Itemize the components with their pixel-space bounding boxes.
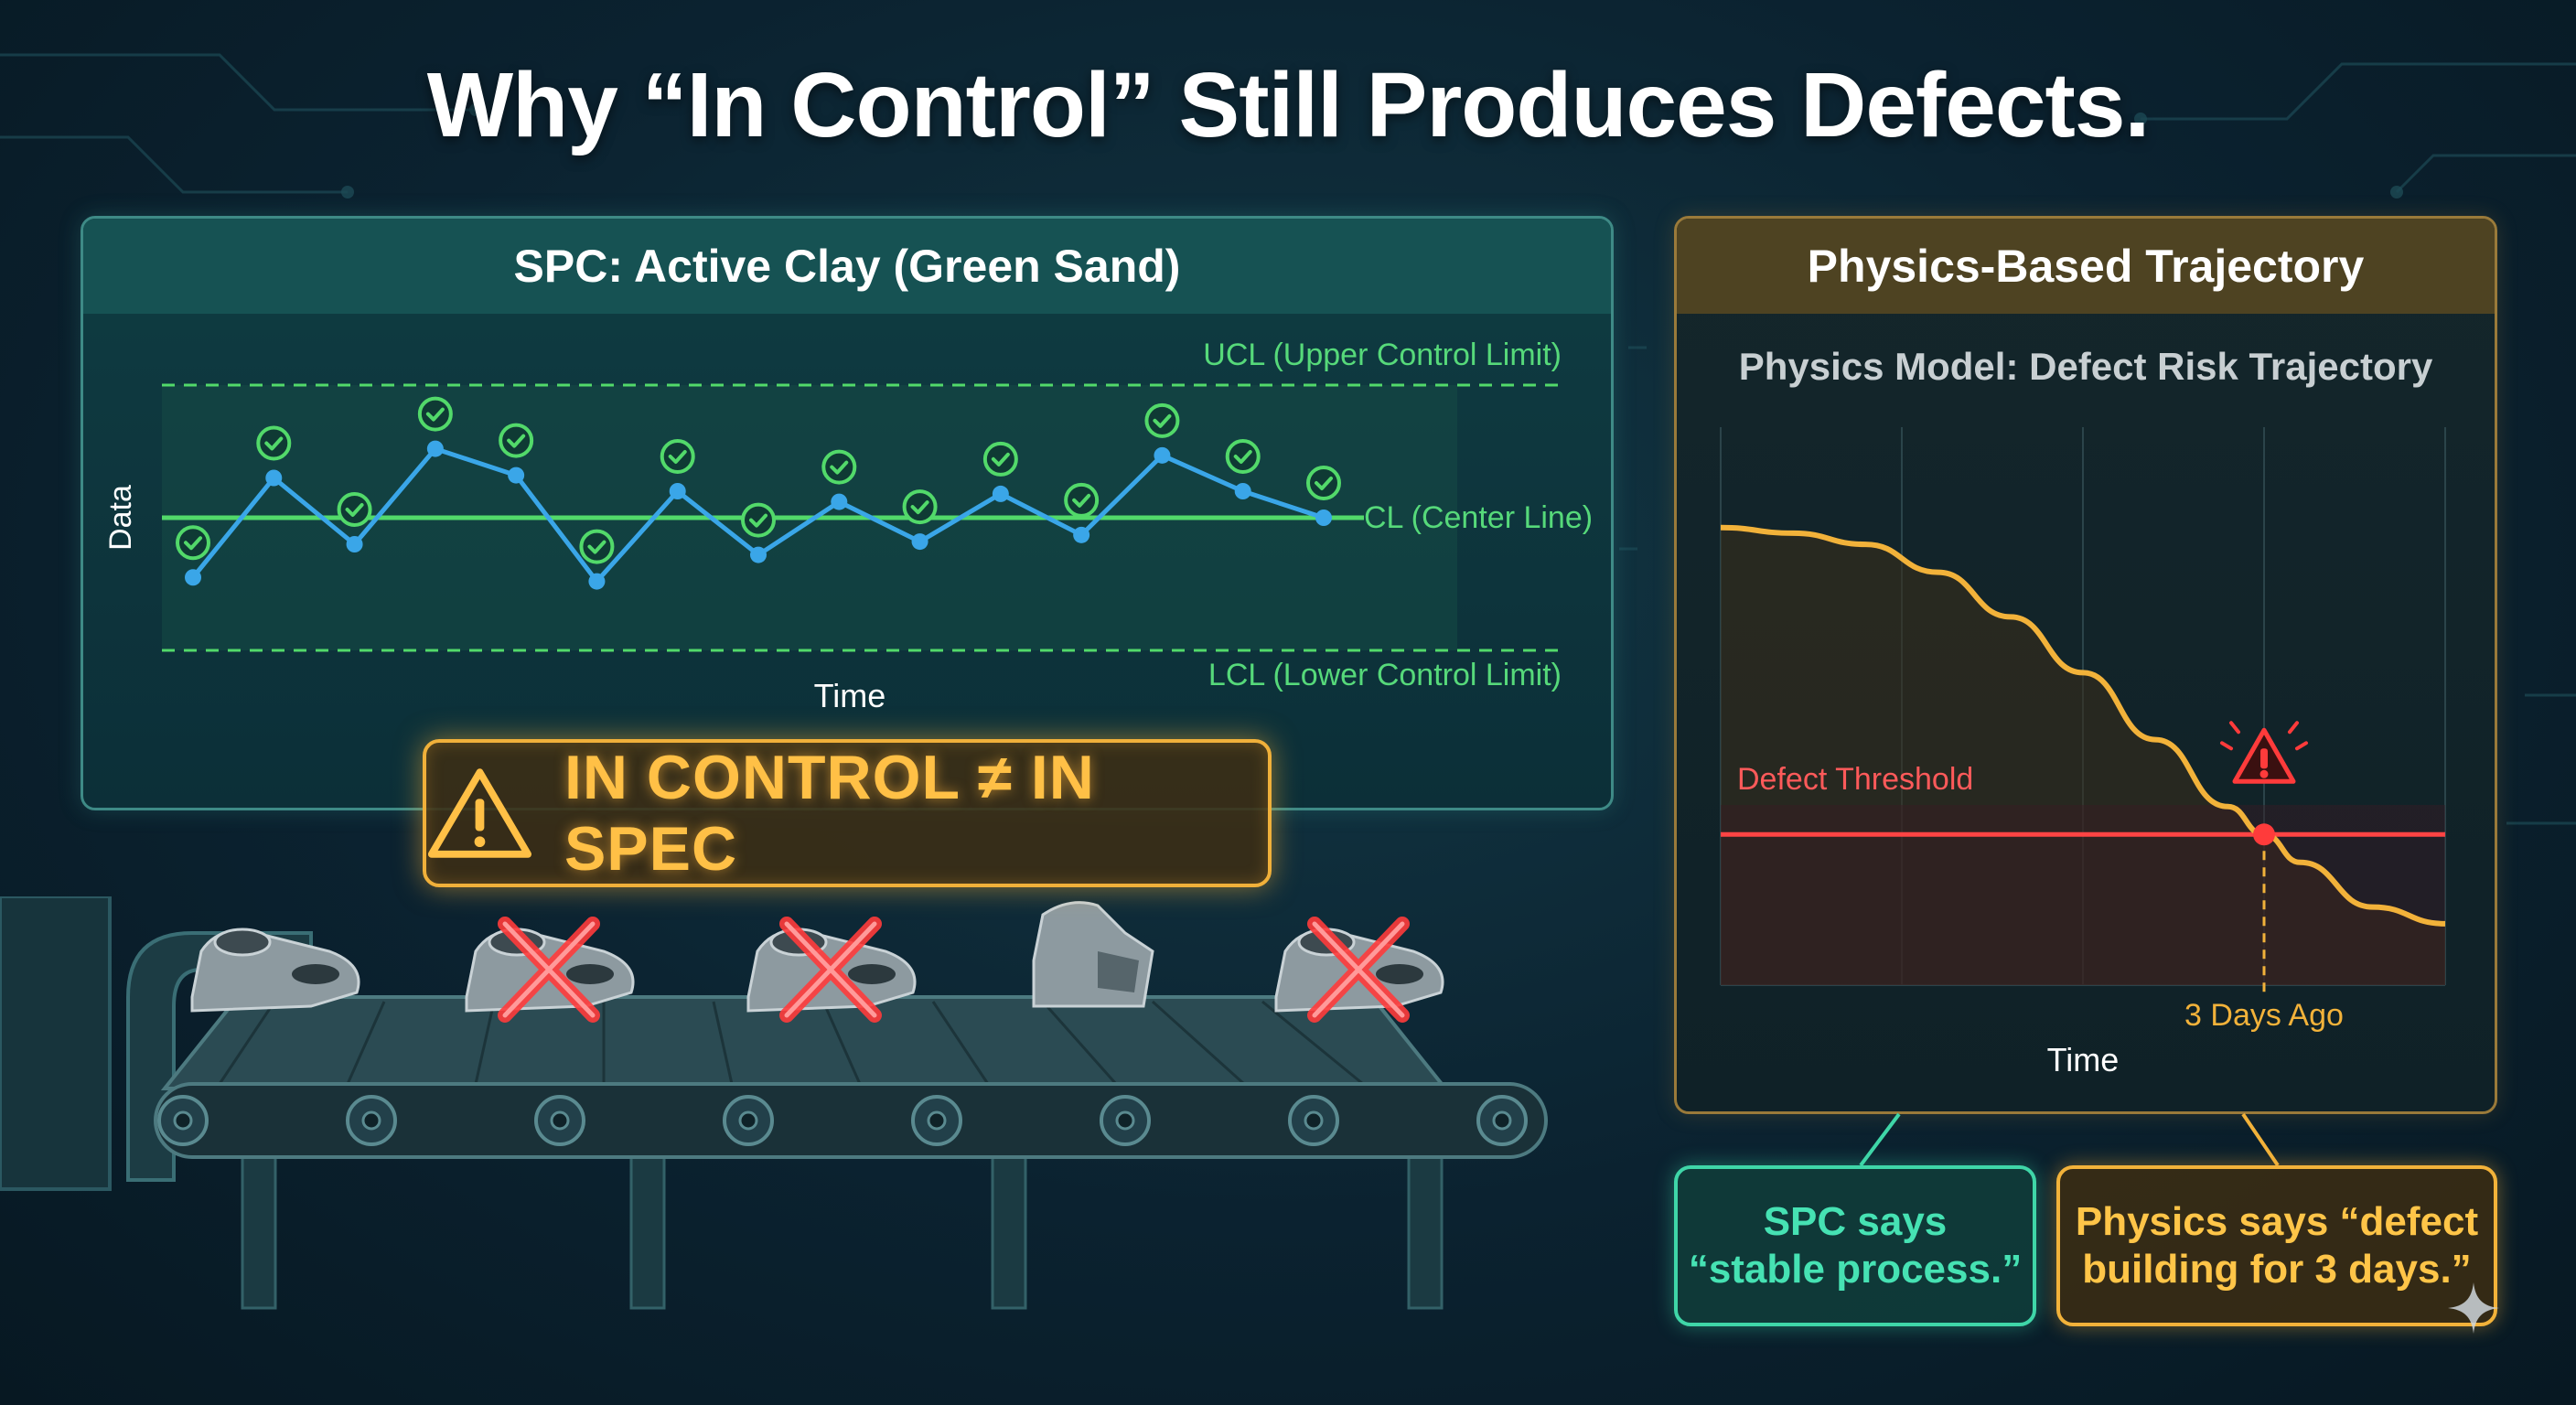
- page-title: Why “In Control” Still Produces Defects.: [426, 54, 2150, 156]
- spc-data-point: [1234, 483, 1251, 499]
- spc-data-point: [992, 485, 1009, 502]
- crossing-point: [2253, 823, 2275, 846]
- spc-control-chart: UCL (Upper Control Limit) CL (Center Lin…: [103, 338, 1593, 714]
- roller-icon: [723, 1095, 774, 1146]
- defect-zone: [1721, 805, 2445, 985]
- spc-x-axis-label: Time: [814, 677, 886, 714]
- spc-data-point: [1073, 526, 1090, 543]
- physics-panel-header: Physics-Based Trajectory: [1677, 219, 2495, 314]
- spc-series: [176, 396, 1341, 590]
- spc-data-point: [1315, 509, 1332, 526]
- conveyor-belt: [160, 995, 1450, 1090]
- spc-callout: SPC says “stable process.”: [1674, 1165, 2036, 1326]
- physics-callout: Physics says “defect building for 3 days…: [2056, 1165, 2497, 1326]
- warning-triangle-icon: [427, 768, 532, 858]
- casting-part-icon: [190, 928, 360, 1013]
- spc-y-axis-label: Data: [103, 485, 138, 551]
- check-icon: [1306, 466, 1341, 500]
- check-icon: [337, 492, 372, 527]
- physics-callout-line-1: Physics says “defect: [2075, 1199, 2479, 1244]
- check-icon: [176, 525, 210, 561]
- check-icon: [821, 449, 857, 485]
- casting-part-icon: [1032, 901, 1154, 1008]
- spc-data-point: [1154, 446, 1171, 464]
- spc-data-point: [669, 483, 686, 499]
- check-icon: [902, 489, 938, 525]
- check-icon: [579, 529, 615, 564]
- ucl-label: UCL (Upper Control Limit): [1203, 338, 1562, 372]
- roller-icon: [534, 1095, 585, 1146]
- spc-callout-line-2: “stable process.”: [1688, 1247, 2023, 1292]
- check-icon: [256, 425, 292, 461]
- roller-icon: [1288, 1095, 1339, 1146]
- defect-x-icon: [779, 917, 882, 1023]
- crossing-label: 3 Days Ago: [2184, 998, 2344, 1033]
- check-icon: [660, 439, 695, 474]
- risk-trajectory-line: [1720, 524, 2446, 927]
- check-icon: [1144, 402, 1180, 438]
- roller-icon: [346, 1095, 397, 1146]
- spc-data-point: [346, 536, 363, 552]
- roller-icon: [1100, 1095, 1151, 1146]
- physics-x-axis-label: Time: [2047, 1041, 2120, 1078]
- roller-icon: [911, 1095, 962, 1146]
- check-icon: [417, 396, 453, 432]
- spc-data-point: [588, 573, 606, 590]
- in-control-warning: IN CONTROL ≠ IN SPEC: [423, 739, 1272, 887]
- warning-text: IN CONTROL ≠ IN SPEC: [564, 743, 1095, 884]
- check-icon: [1225, 439, 1261, 474]
- spc-callout-line-1: SPC says: [1763, 1199, 1948, 1244]
- lcl-label: LCL (Lower Control Limit): [1208, 658, 1562, 692]
- spc-data-point: [831, 493, 848, 510]
- defect-x-icon: [498, 917, 600, 1023]
- check-icon: [741, 502, 776, 538]
- spc-data-point: [185, 569, 201, 586]
- sparkle-icon: [2448, 1282, 2499, 1334]
- defect-threshold-label: Defect Threshold: [1737, 762, 1973, 797]
- check-icon: [982, 441, 1018, 477]
- spc-panel-header: SPC: Active Clay (Green Sand): [83, 219, 1611, 314]
- cl-label: CL (Center Line): [1364, 500, 1593, 535]
- spc-data-point: [750, 546, 767, 563]
- conveyor-rollers: [157, 1095, 1528, 1146]
- belt-slats: [218, 1000, 1364, 1086]
- conveyor-parts: [190, 901, 1444, 1023]
- spc-data-point: [426, 440, 444, 457]
- conveyor-frame: [154, 1082, 1548, 1159]
- check-icon: [1064, 482, 1100, 518]
- defect-x-icon: [1307, 917, 1410, 1023]
- physics-trajectory-chart: Physics Model: Defect Risk Trajectory De…: [1720, 345, 2446, 1078]
- alert-warning-icon: [2220, 721, 2308, 784]
- roller-icon: [157, 1095, 209, 1146]
- conveyor-illustration: [0, 896, 1548, 1310]
- spc-data-point: [508, 467, 525, 484]
- physics-callout-line-2: building for 3 days.”: [2082, 1247, 2472, 1292]
- check-icon: [499, 423, 534, 458]
- physics-panel: Physics-Based Trajectory Physics Model: …: [1674, 216, 2497, 1114]
- roller-icon: [1476, 1095, 1528, 1146]
- spc-data-point: [265, 469, 283, 487]
- spc-panel: SPC: Active Clay (Green Sand) UCL (Upper…: [80, 216, 1614, 810]
- physics-chart-title: Physics Model: Defect Risk Trajectory: [1739, 345, 2433, 388]
- spc-data-point: [911, 533, 928, 551]
- conveyor-legs: [241, 1142, 1444, 1310]
